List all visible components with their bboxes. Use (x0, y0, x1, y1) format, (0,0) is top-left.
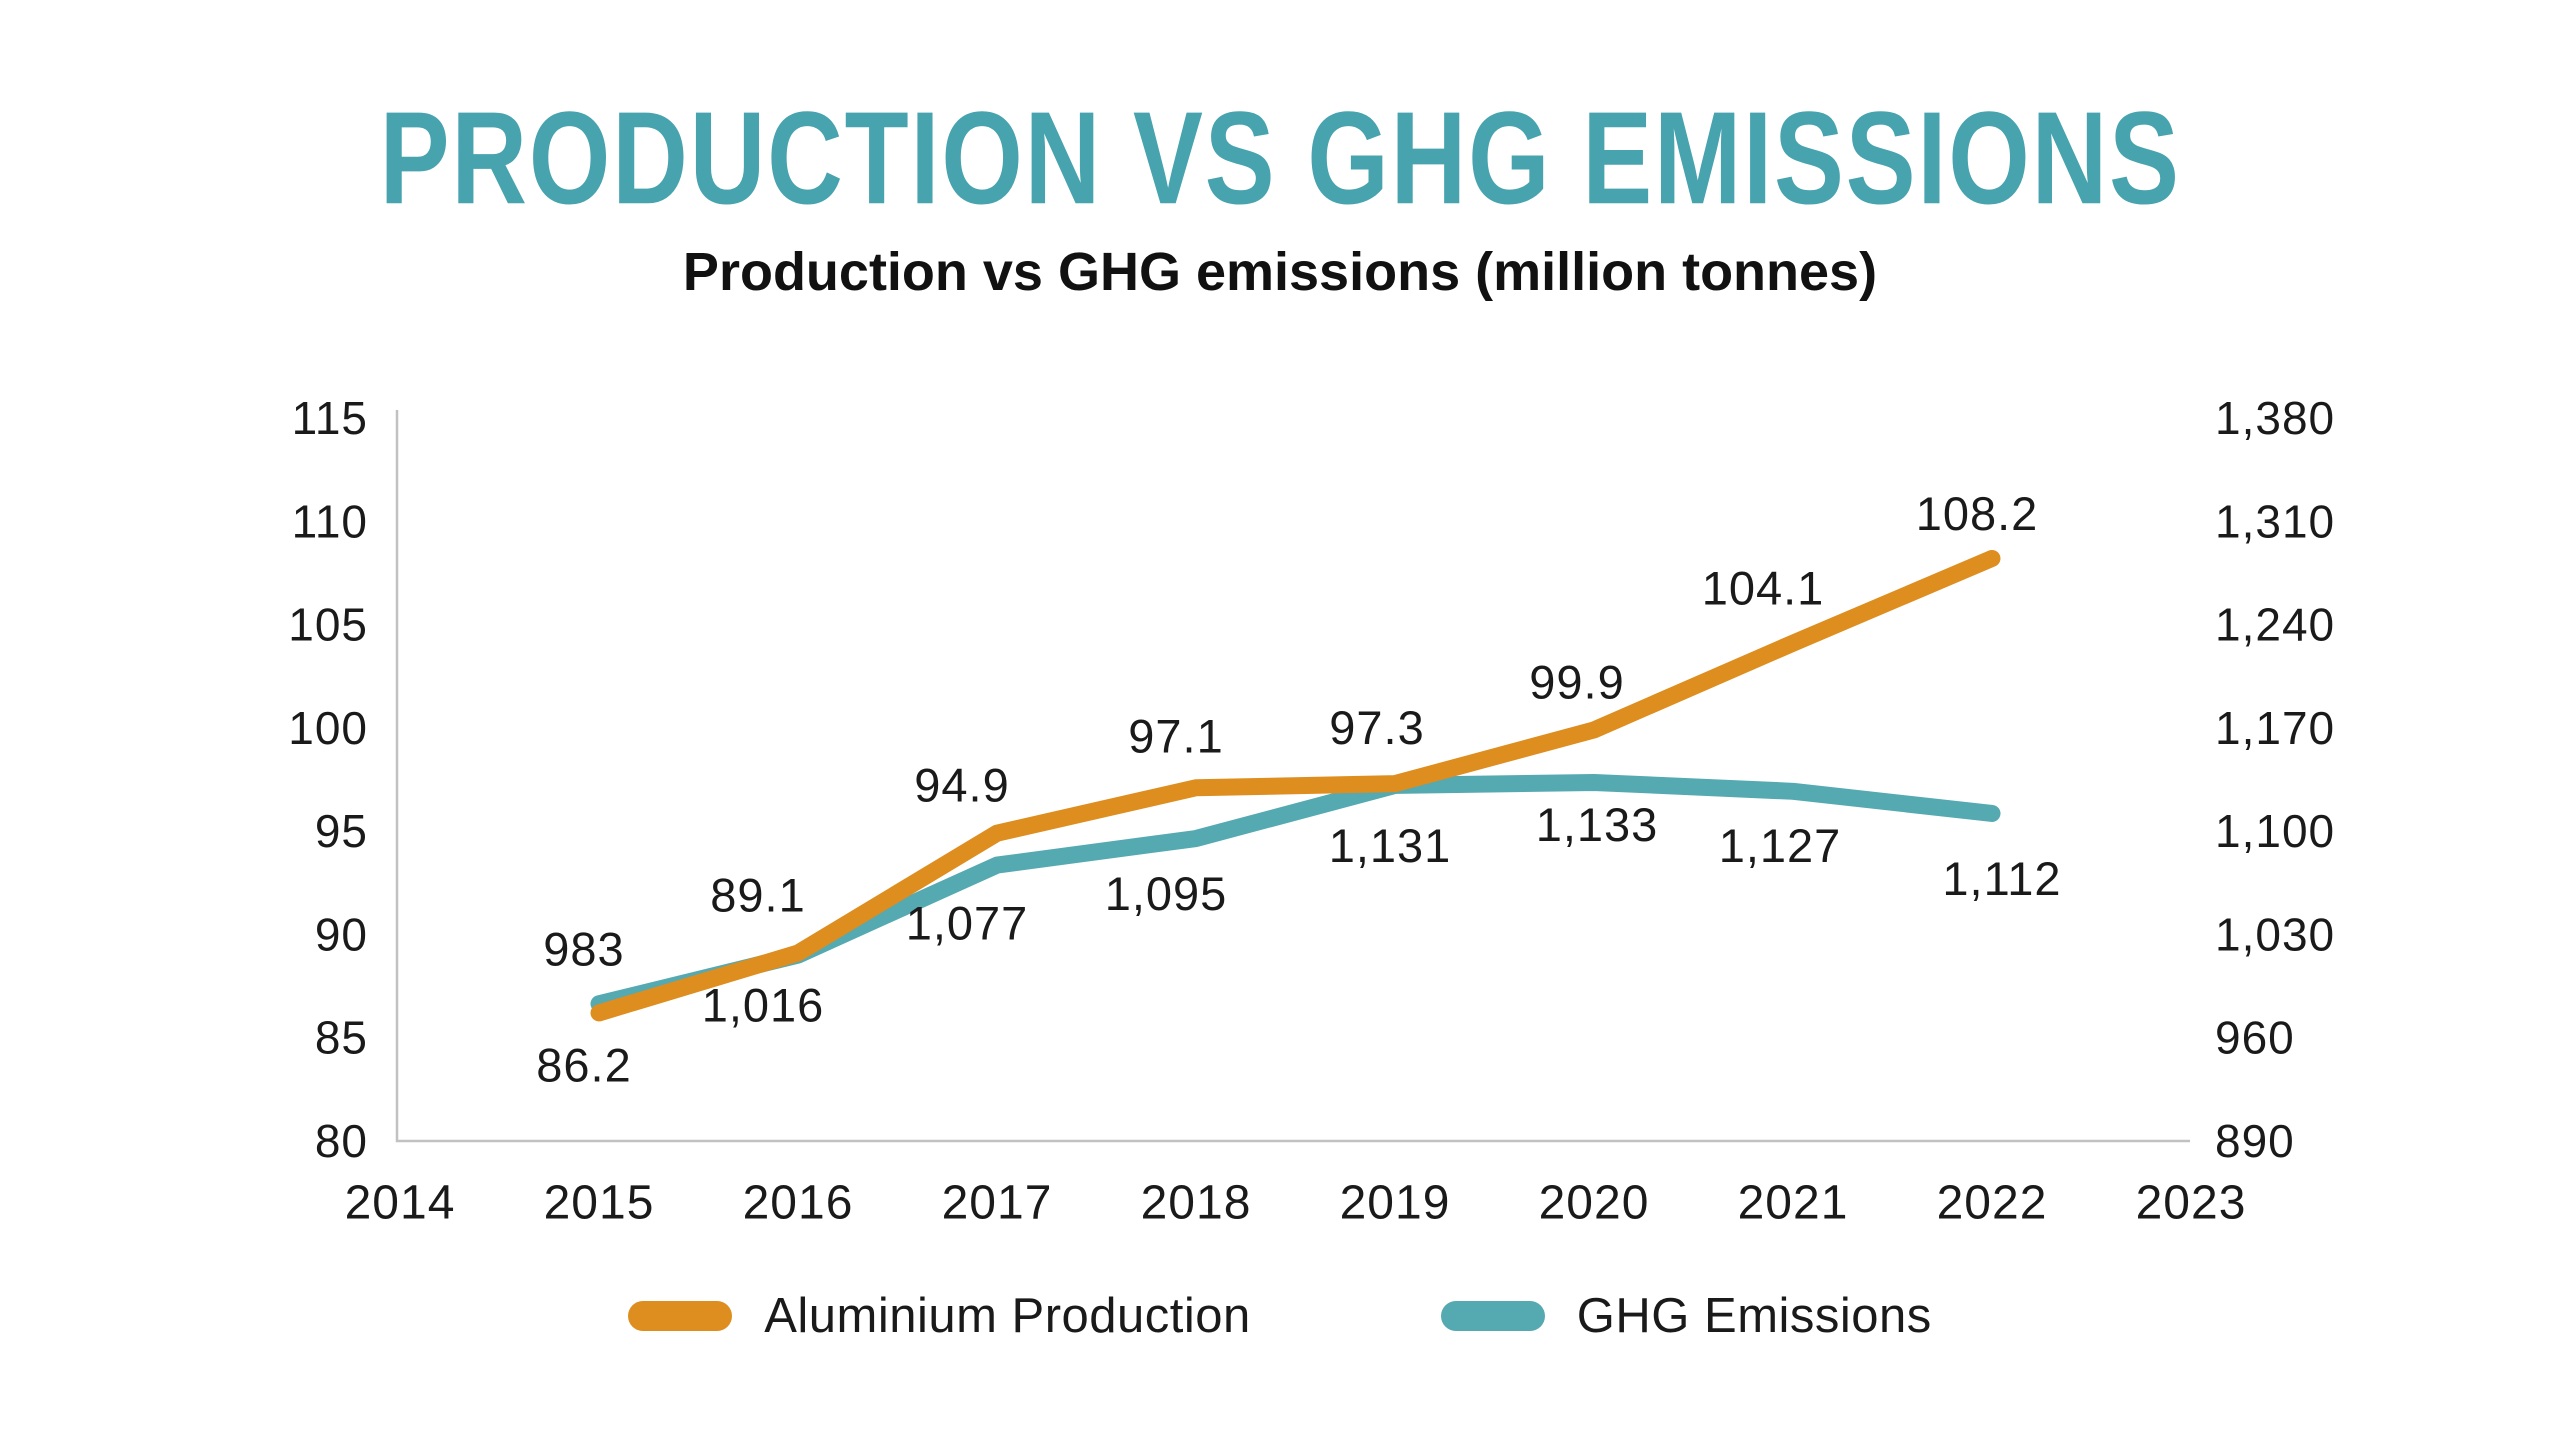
data-point-label: 1,112 (1942, 852, 2061, 905)
data-point-label: 97.1 (1128, 709, 1223, 762)
y-axis-left-tick-label: 80 (315, 1115, 368, 1167)
legend-item-aluminium-production: Aluminium Production (628, 1288, 1251, 1344)
data-point-label: 86.2 (536, 1038, 631, 1091)
y-axis-left-tick-label: 115 (292, 392, 368, 444)
y-axis-right-tick-label: 1,100 (2215, 805, 2335, 857)
chart-subtitle: Production vs GHG emissions (million ton… (682, 242, 1878, 302)
chart-legend: Aluminium Production GHG Emissions (0, 1288, 2560, 1344)
x-axis-tick-label: 2019 (1340, 1177, 1451, 1230)
y-axis-left-tick-label: 85 (315, 1012, 368, 1064)
page-title-row: PRODUCTION VS GHG EMISSIONS (0, 92, 2560, 224)
data-point-label: 1,016 (702, 979, 825, 1032)
series-line-ghg-emissions (590, 773, 2001, 1013)
y-axis-left-tick-label: 95 (315, 805, 368, 857)
x-axis-tick-label: 2017 (942, 1177, 1053, 1230)
data-point-label: 94.9 (914, 759, 1009, 812)
x-axis-tick-label: 2016 (743, 1177, 854, 1230)
x-axis-tick-label: 2015 (544, 1177, 655, 1230)
y-axis-right-tick-label: 1,030 (2215, 908, 2335, 960)
x-axis-tick-label: 2021 (1738, 1177, 1849, 1230)
y-axis-left-tick-label: 100 (288, 702, 368, 754)
page-title: PRODUCTION VS GHG EMISSIONS (379, 84, 2181, 232)
x-axis-tick-label: 2020 (1539, 1177, 1650, 1230)
y-axis-left-tick-label: 105 (288, 599, 368, 651)
axis-frame (395, 410, 2190, 1143)
data-point-label: 1,127 (1719, 819, 1842, 872)
legend-label: Aluminium Production (764, 1289, 1251, 1343)
legend-swatch-ghg-emissions (1440, 1301, 1545, 1331)
y-axis-right-tick-label: 960 (2215, 1012, 2295, 1064)
y-axis-left-tick-label: 90 (315, 908, 368, 960)
legend-swatch-aluminium-production (628, 1301, 733, 1331)
x-axis-tick-label: 2014 (345, 1177, 456, 1230)
y-axis-right-tick-label: 1,240 (2215, 599, 2335, 651)
x-axis-tick-label: 2022 (1937, 1177, 2048, 1230)
y-axis-left-tick-label: 110 (292, 495, 368, 547)
legend-label: GHG Emissions (1576, 1289, 1932, 1343)
series-line-aluminium-production (590, 549, 2001, 1022)
y-axis-right-tick-label: 1,170 (2215, 702, 2335, 754)
y-axis-right-tick-label: 890 (2215, 1115, 2295, 1167)
data-point-label: 1,077 (906, 897, 1029, 950)
legend-item-ghg-emissions: GHG Emissions (1440, 1288, 1932, 1344)
data-point-label: 1,095 (1105, 867, 1228, 920)
y-axis-right-tick-label: 1,310 (2215, 495, 2335, 547)
data-point-label: 108.2 (1916, 487, 2039, 540)
y-axis-right-tick-label: 1,380 (2215, 392, 2335, 444)
data-point-label: 104.1 (1702, 562, 1825, 615)
data-point-label: 1,133 (1536, 798, 1659, 851)
data-point-label: 99.9 (1529, 655, 1624, 708)
data-point-label: 1,131 (1329, 819, 1452, 872)
data-point-label: 983 (543, 922, 624, 975)
x-axis-tick-label: 2018 (1141, 1177, 1252, 1230)
chart-subtitle-row: Production vs GHG emissions (million ton… (0, 242, 2560, 302)
data-point-label: 97.3 (1329, 701, 1424, 754)
data-point-label: 89.1 (710, 869, 805, 922)
x-axis-tick-label: 2023 (2136, 1177, 2247, 1230)
